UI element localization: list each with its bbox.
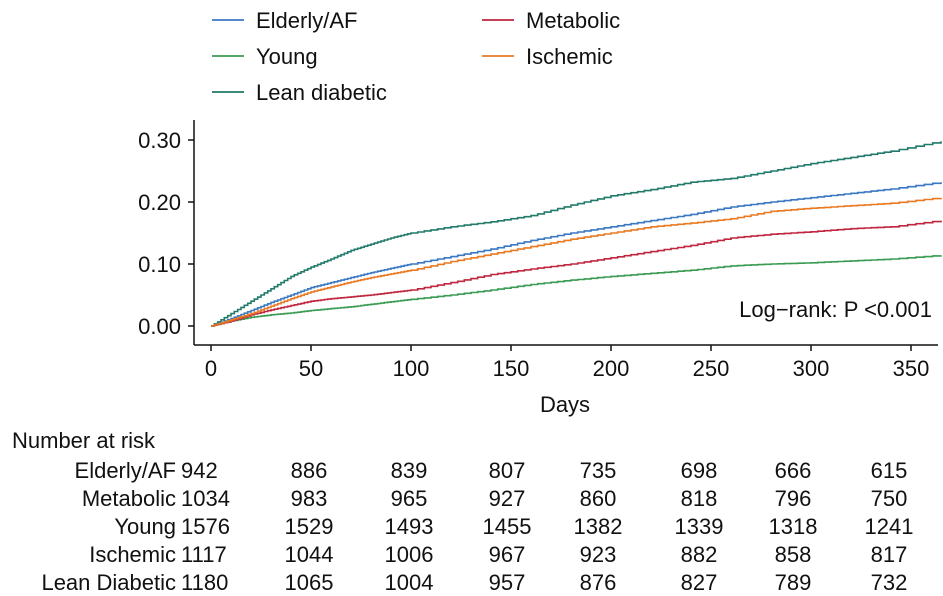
x-tick-label: 100 — [393, 356, 430, 381]
legend-label-lean-diabetic: Lean diabetic — [256, 80, 387, 105]
risk-cell: 732 — [871, 570, 908, 595]
risk-cell: 1004 — [385, 570, 434, 595]
risk-cell: 1006 — [385, 542, 434, 567]
risk-cell: 615 — [871, 458, 908, 483]
risk-cell: 1034 — [181, 486, 230, 511]
curve-ischemic — [211, 197, 942, 327]
curves — [211, 141, 942, 327]
risk-cell: 807 — [489, 458, 526, 483]
risk-cell: 1318 — [769, 514, 818, 539]
risk-cell: 965 — [391, 486, 428, 511]
risk-cell: 839 — [391, 458, 428, 483]
risk-cell: 1382 — [574, 514, 623, 539]
x-tick-label: 200 — [593, 356, 630, 381]
risk-cell: 1339 — [675, 514, 724, 539]
risk-cell: 886 — [291, 458, 328, 483]
risk-cell: 923 — [580, 542, 617, 567]
risk-row-label: Lean Diabetic — [41, 570, 176, 595]
risk-cell: 942 — [181, 458, 218, 483]
y-tick-label: 0.00 — [138, 314, 181, 339]
risk-cell: 882 — [681, 542, 718, 567]
risk-cell: 1529 — [285, 514, 334, 539]
risk-cell: 860 — [580, 486, 617, 511]
axes: 0.00 0.10 0.20 0.30 0 50 100 150 200 250 300 350 — [138, 120, 938, 381]
risk-cell: 735 — [580, 458, 617, 483]
plot-area: 0.00 0.10 0.20 0.30 0 50 100 150 200 250 300 350 Lo… — [138, 120, 942, 417]
x-tick-label: 150 — [493, 356, 530, 381]
risk-cell: 1117 — [181, 542, 227, 567]
risk-cell: 1180 — [181, 570, 228, 595]
x-axis-label: Days — [540, 392, 590, 417]
x-tick-label: 0 — [205, 356, 217, 381]
risk-cell: 1044 — [285, 542, 334, 567]
risk-cell: 1493 — [385, 514, 434, 539]
risk-cell: 876 — [580, 570, 617, 595]
y-tick-label: 0.20 — [138, 190, 181, 215]
x-tick-label: 250 — [693, 356, 730, 381]
y-tick-label: 0.10 — [138, 252, 181, 277]
risk-cell: 983 — [291, 486, 328, 511]
legend: Elderly/AF Young Lean diabetic Metabolic Isc… — [212, 8, 620, 105]
risk-cell: 789 — [775, 570, 812, 595]
risk-cell: 666 — [775, 458, 812, 483]
risk-cell: 1241 — [865, 514, 914, 539]
risk-cell: 967 — [489, 542, 526, 567]
curve-young — [211, 255, 942, 327]
x-tick-label: 300 — [793, 356, 830, 381]
legend-label-young: Young — [256, 44, 318, 69]
risk-cell: 1576 — [181, 514, 230, 539]
risk-cell: 817 — [871, 542, 908, 567]
curve-elderly-af — [211, 182, 942, 327]
risk-row-label: Young — [114, 514, 176, 539]
y-tick-label: 0.30 — [138, 128, 181, 153]
curve-lean-diabetic — [211, 141, 942, 327]
risk-cell: 858 — [775, 542, 812, 567]
risk-cell: 827 — [681, 570, 718, 595]
risk-cell: 698 — [681, 458, 718, 483]
risk-cell: 1455 — [483, 514, 532, 539]
risk-row-label: Metabolic — [82, 486, 176, 511]
x-tick-label: 50 — [299, 356, 323, 381]
risk-row-label: Elderly/AF — [75, 458, 176, 483]
risk-cell: 1065 — [285, 570, 334, 595]
risk-table-title: Number at risk — [12, 428, 156, 453]
curve-metabolic — [211, 220, 942, 327]
legend-label-elderly-af: Elderly/AF — [256, 8, 357, 33]
risk-table: Number at risk Elderly/AF 942 886 839 807 735… — [12, 428, 913, 595]
risk-row-label: Ischemic — [89, 542, 176, 567]
risk-cell: 796 — [775, 486, 812, 511]
logrank-annotation: Log−rank: P <0.001 — [739, 297, 932, 322]
risk-cell: 818 — [681, 486, 718, 511]
x-tick-label: 350 — [893, 356, 930, 381]
risk-cell: 957 — [489, 570, 526, 595]
risk-cell: 927 — [489, 486, 526, 511]
legend-label-ischemic: Ischemic — [526, 44, 613, 69]
risk-cell: 750 — [871, 486, 908, 511]
legend-label-metabolic: Metabolic — [526, 8, 620, 33]
